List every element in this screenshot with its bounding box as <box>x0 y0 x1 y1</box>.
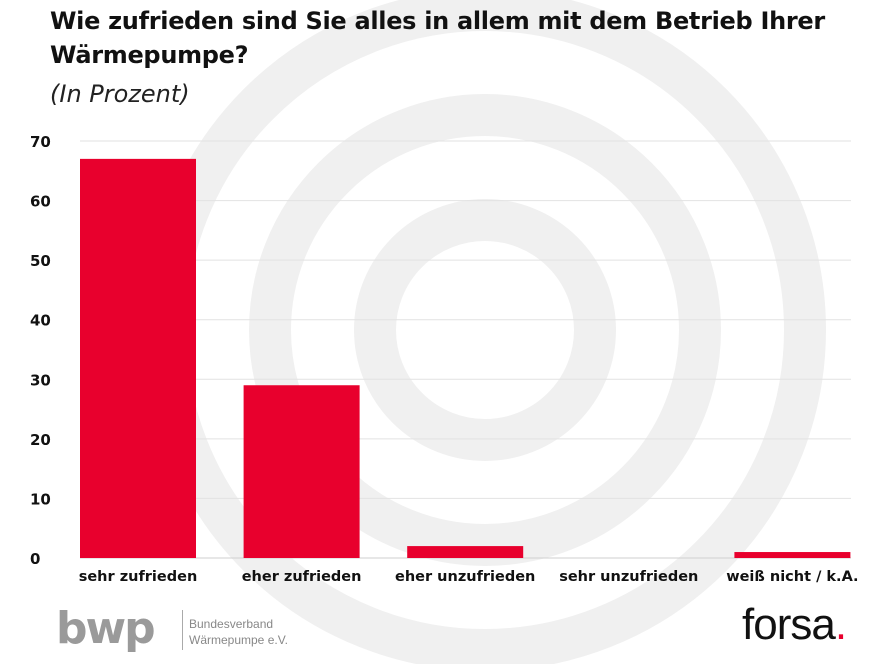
bar <box>80 158 196 558</box>
forsa-dot: . <box>834 600 847 649</box>
x-tick-label: eher unzufrieden <box>395 569 535 585</box>
x-tick-label: sehr unzufrieden <box>559 569 698 585</box>
forsa-logo: forsa. <box>742 600 847 650</box>
bwp-logo-divider <box>182 610 183 650</box>
x-tick-label: weiß nicht / k.A. <box>726 569 858 585</box>
chart-title: Wie zufrieden sind Sie alles in allem mi… <box>50 7 825 69</box>
y-tick-label: 30 <box>30 371 51 389</box>
bwp-logo-name: Bundesverband Wärmepumpe e.V. <box>189 616 288 648</box>
y-tick-label: 0 <box>30 550 40 568</box>
y-tick-label: 10 <box>30 490 51 508</box>
y-tick-label: 70 <box>30 133 51 151</box>
y-tick-label: 50 <box>30 252 51 270</box>
bar <box>243 385 360 558</box>
y-tick-label: 40 <box>30 312 51 330</box>
bar <box>734 552 851 558</box>
bwp-logo: bwp <box>56 603 156 654</box>
x-tick-label: sehr zufrieden <box>79 569 198 585</box>
bar <box>407 546 524 558</box>
forsa-text: forsa <box>742 600 836 649</box>
bwp-name-line2: Wärmepumpe e.V. <box>189 633 288 647</box>
chart-subtitle: (In Prozent) <box>50 80 190 108</box>
bar-chart: 0 10 20 30 40 50 60 70 sehr zufrieden eher zufrie… <box>30 133 859 585</box>
bwp-name-line1: Bundesverband <box>189 617 274 631</box>
x-tick-label: eher zufrieden <box>242 569 362 585</box>
y-tick-label: 60 <box>30 193 51 211</box>
y-tick-label: 20 <box>30 431 51 449</box>
